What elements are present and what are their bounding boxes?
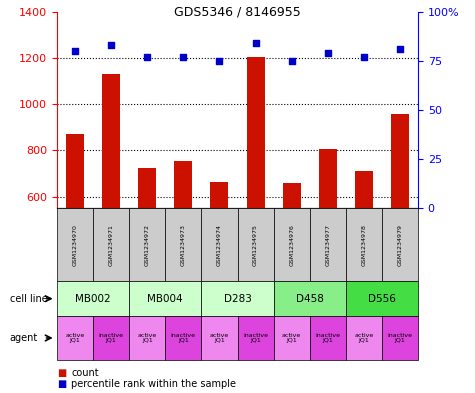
- Text: GSM1234971: GSM1234971: [109, 224, 114, 266]
- Text: active
JQ1: active JQ1: [210, 332, 229, 343]
- Point: [180, 54, 187, 60]
- Text: active
JQ1: active JQ1: [354, 332, 373, 343]
- Text: agent: agent: [10, 333, 38, 343]
- Point: [360, 54, 368, 60]
- Bar: [319, 149, 337, 336]
- Bar: [210, 182, 228, 336]
- Point: [107, 42, 115, 48]
- Text: cell line: cell line: [10, 294, 47, 304]
- Text: inactive
JQ1: inactive JQ1: [99, 332, 124, 343]
- Text: percentile rank within the sample: percentile rank within the sample: [71, 379, 236, 389]
- Text: GSM1234973: GSM1234973: [181, 224, 186, 266]
- Bar: [66, 134, 84, 336]
- Text: D283: D283: [224, 294, 251, 304]
- Text: GSM1234972: GSM1234972: [145, 224, 150, 266]
- Text: active
JQ1: active JQ1: [66, 332, 85, 343]
- Point: [252, 40, 259, 46]
- Bar: [102, 74, 120, 336]
- Bar: [355, 171, 373, 336]
- Text: ■: ■: [57, 367, 66, 378]
- Text: GSM1234975: GSM1234975: [253, 224, 258, 266]
- Text: GSM1234976: GSM1234976: [289, 224, 294, 266]
- Text: ■: ■: [57, 379, 66, 389]
- Text: active
JQ1: active JQ1: [138, 332, 157, 343]
- Bar: [391, 114, 409, 336]
- Text: MB004: MB004: [147, 294, 183, 304]
- Text: inactive
JQ1: inactive JQ1: [243, 332, 268, 343]
- Text: GSM1234970: GSM1234970: [73, 224, 77, 266]
- Text: GSM1234974: GSM1234974: [217, 224, 222, 266]
- Point: [288, 58, 295, 64]
- Text: D556: D556: [368, 294, 396, 304]
- Text: count: count: [71, 367, 99, 378]
- Point: [396, 46, 404, 52]
- Text: GSM1234977: GSM1234977: [325, 224, 330, 266]
- Text: GDS5346 / 8146955: GDS5346 / 8146955: [174, 6, 301, 19]
- Text: GSM1234978: GSM1234978: [361, 224, 366, 266]
- Bar: [174, 161, 192, 336]
- Point: [71, 48, 79, 54]
- Text: inactive
JQ1: inactive JQ1: [171, 332, 196, 343]
- Text: D458: D458: [296, 294, 323, 304]
- Point: [216, 58, 223, 64]
- Text: inactive
JQ1: inactive JQ1: [388, 332, 412, 343]
- Bar: [283, 183, 301, 336]
- Text: MB002: MB002: [75, 294, 111, 304]
- Text: GSM1234979: GSM1234979: [398, 224, 402, 266]
- Bar: [138, 168, 156, 336]
- Point: [324, 50, 332, 56]
- Text: inactive
JQ1: inactive JQ1: [315, 332, 340, 343]
- Bar: [247, 57, 265, 336]
- Point: [143, 54, 151, 60]
- Text: active
JQ1: active JQ1: [282, 332, 301, 343]
